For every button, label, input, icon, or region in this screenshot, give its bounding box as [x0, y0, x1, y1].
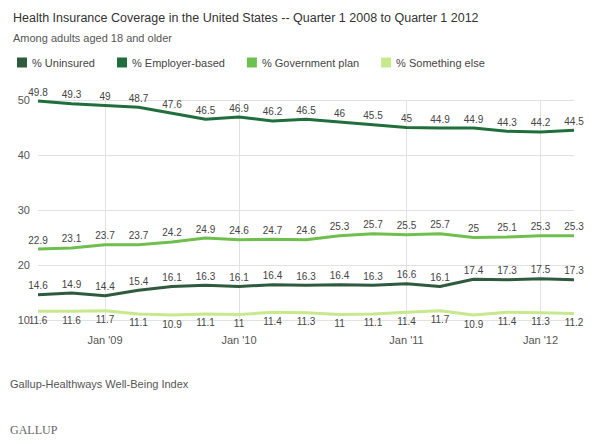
svg-text:11.2: 11.2 [565, 317, 584, 328]
svg-text:46.5: 46.5 [296, 105, 316, 116]
svg-text:11.6: 11.6 [62, 315, 81, 326]
svg-text:11: 11 [334, 318, 345, 329]
svg-text:10.9: 10.9 [162, 319, 182, 330]
svg-text:11.4: 11.4 [498, 316, 517, 327]
svg-text:% Something else: % Something else [396, 57, 485, 69]
svg-text:16.6: 16.6 [397, 269, 417, 280]
svg-text:47.6: 47.6 [162, 99, 182, 110]
svg-text:49.3: 49.3 [62, 89, 82, 100]
svg-text:25: 25 [468, 223, 480, 234]
svg-text:11: 11 [234, 318, 245, 329]
svg-text:49.8: 49.8 [28, 87, 48, 98]
svg-text:25.1: 25.1 [497, 222, 517, 233]
svg-text:25.5: 25.5 [397, 220, 417, 231]
svg-text:44.5: 44.5 [564, 116, 584, 127]
svg-text:Jan '09: Jan '09 [87, 334, 122, 346]
svg-text:11.4: 11.4 [397, 316, 416, 327]
svg-text:16.4: 16.4 [330, 270, 350, 281]
svg-text:25.7: 25.7 [363, 219, 383, 230]
svg-text:49: 49 [99, 91, 111, 102]
svg-text:24.9: 24.9 [196, 224, 216, 235]
svg-text:24.6: 24.6 [296, 225, 316, 236]
svg-text:11.6: 11.6 [29, 315, 48, 326]
svg-text:16.1: 16.1 [162, 272, 182, 283]
svg-text:16.3: 16.3 [363, 271, 383, 282]
svg-text:17.3: 17.3 [564, 265, 584, 276]
svg-text:16.3: 16.3 [296, 271, 316, 282]
svg-text:45.5: 45.5 [363, 110, 383, 121]
svg-text:23.7: 23.7 [129, 230, 149, 241]
svg-text:45: 45 [401, 113, 413, 124]
svg-text:% Government plan: % Government plan [262, 57, 359, 69]
svg-text:% Uninsured: % Uninsured [32, 57, 95, 69]
svg-text:16.1: 16.1 [229, 272, 249, 283]
svg-text:44.9: 44.9 [430, 114, 450, 125]
svg-text:Gallup-Healthways Well-Being I: Gallup-Healthways Well-Being Index [10, 378, 189, 390]
svg-text:Jan '12: Jan '12 [523, 334, 558, 346]
svg-text:50: 50 [17, 94, 30, 106]
svg-text:46: 46 [334, 108, 346, 119]
svg-text:11.7: 11.7 [431, 314, 450, 325]
svg-text:10.9: 10.9 [464, 319, 484, 330]
svg-text:Among adults aged 18 and older: Among adults aged 18 and older [13, 32, 172, 44]
svg-text:11.1: 11.1 [364, 317, 383, 328]
svg-text:11.3: 11.3 [531, 316, 550, 327]
svg-text:Jan '10: Jan '10 [221, 334, 256, 346]
svg-text:25.7: 25.7 [430, 219, 450, 230]
svg-text:16.1: 16.1 [430, 272, 450, 283]
svg-text:22.9: 22.9 [28, 235, 48, 246]
svg-text:20: 20 [18, 259, 30, 271]
svg-text:24.6: 24.6 [229, 225, 249, 236]
svg-text:24.7: 24.7 [263, 225, 283, 236]
svg-text:46.2: 46.2 [263, 106, 283, 117]
svg-text:17.3: 17.3 [497, 265, 517, 276]
svg-text:25.3: 25.3 [531, 221, 551, 232]
svg-text:44.3: 44.3 [497, 117, 517, 128]
svg-text:17.4: 17.4 [464, 265, 484, 276]
svg-text:% Employer-based: % Employer-based [132, 57, 225, 69]
svg-text:16.4: 16.4 [263, 270, 283, 281]
svg-text:40: 40 [18, 149, 30, 161]
svg-text:23.1: 23.1 [62, 233, 82, 244]
svg-text:23.7: 23.7 [95, 230, 115, 241]
svg-text:14.4: 14.4 [95, 281, 115, 292]
svg-text:46.5: 46.5 [196, 105, 216, 116]
svg-text:24.2: 24.2 [162, 227, 182, 238]
svg-text:17.5: 17.5 [531, 264, 551, 275]
svg-text:16.3: 16.3 [196, 271, 216, 282]
svg-text:44.2: 44.2 [531, 117, 551, 128]
svg-text:25.3: 25.3 [330, 221, 350, 232]
svg-text:11.4: 11.4 [263, 316, 282, 327]
svg-text:48.7: 48.7 [129, 93, 149, 104]
svg-text:10: 10 [17, 314, 30, 326]
svg-text:11.1: 11.1 [129, 317, 148, 328]
svg-text:14.9: 14.9 [62, 279, 82, 290]
svg-text:30: 30 [18, 204, 30, 216]
svg-text:44.9: 44.9 [464, 114, 484, 125]
svg-text:Health Insurance Coverage in t: Health Insurance Coverage in the United … [13, 11, 479, 25]
svg-text:11.3: 11.3 [297, 316, 316, 327]
svg-text:25.3: 25.3 [564, 221, 584, 232]
svg-text:GALLUP: GALLUP [10, 423, 58, 437]
svg-text:11.7: 11.7 [96, 314, 115, 325]
svg-text:46.9: 46.9 [229, 103, 249, 114]
svg-text:Jan '11: Jan '11 [389, 334, 423, 346]
svg-text:14.6: 14.6 [28, 280, 48, 291]
svg-text:15.4: 15.4 [129, 276, 149, 287]
svg-text:11.1: 11.1 [196, 317, 215, 328]
